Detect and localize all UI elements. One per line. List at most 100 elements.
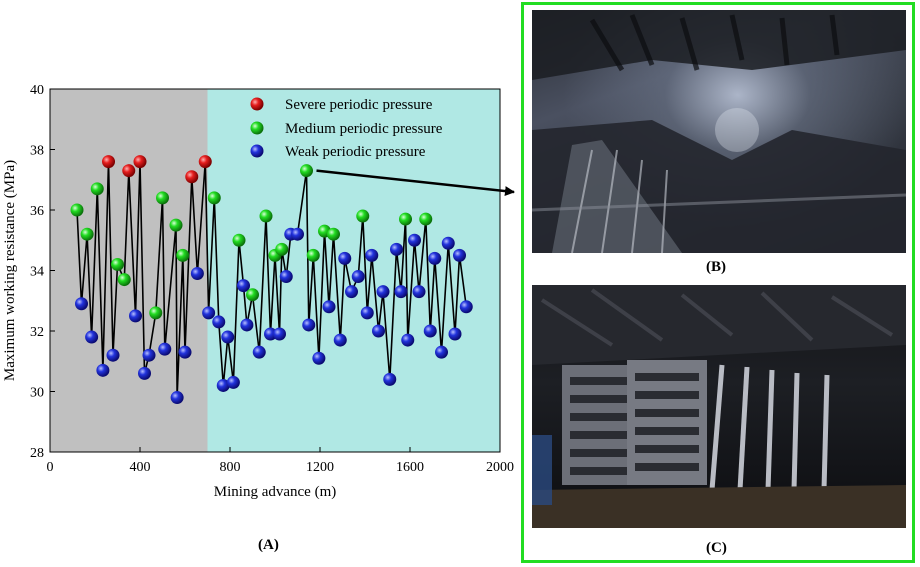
x-axis-label: Mining advance (m) (214, 484, 336, 500)
medium-point (111, 257, 124, 271)
weak-point (202, 306, 216, 320)
weak-point (138, 366, 151, 380)
medium-point (70, 203, 84, 217)
medium-point (207, 191, 221, 205)
weak-point (142, 348, 156, 362)
weak-point (129, 309, 142, 323)
weak-point (372, 324, 385, 338)
medium-point (399, 212, 412, 226)
y-tick-label: 32 (30, 325, 44, 340)
weak-point (312, 351, 326, 365)
weak-point (96, 363, 110, 377)
medium-point (327, 227, 340, 241)
weak-point (338, 251, 352, 265)
photo-hydraulic-supports (532, 285, 906, 528)
weak-point (75, 297, 88, 311)
weak-point (428, 251, 442, 265)
weak-point (279, 270, 293, 284)
x-tick-label: 1600 (396, 460, 424, 475)
photo-panel-frame (521, 2, 915, 563)
weak-point (170, 391, 184, 405)
medium-point (259, 209, 273, 223)
weak-point (291, 227, 304, 241)
x-tick-label: 2000 (486, 460, 514, 475)
legend-medium-label: Medium periodic pressure (285, 121, 443, 137)
weak-point (158, 342, 172, 356)
medium-point (117, 273, 131, 287)
medium-point (90, 182, 104, 196)
weak-point (252, 345, 266, 359)
x-tick-label: 1200 (306, 460, 334, 475)
severe-point (198, 155, 212, 169)
weak-point (240, 318, 254, 332)
weak-point (423, 324, 437, 338)
weak-point (302, 318, 316, 332)
medium-point (246, 288, 259, 302)
severe-point (185, 170, 199, 184)
weak-point (351, 270, 365, 284)
severe-point (122, 164, 136, 178)
region-left (50, 89, 208, 452)
weak-point (360, 306, 374, 320)
weak-point (106, 348, 120, 362)
medium-point (306, 248, 320, 262)
callout-arrow (316, 169, 515, 197)
severe-point (133, 155, 147, 169)
weak-point (85, 330, 99, 344)
weak-point (212, 315, 226, 329)
medium-point (419, 212, 433, 226)
weak-point (226, 375, 240, 389)
weak-point (190, 267, 204, 281)
weak-point (216, 378, 230, 392)
weak-point (412, 285, 426, 299)
y-tick-label: 30 (30, 386, 44, 401)
y-tick-label: 34 (30, 265, 44, 280)
medium-point (80, 227, 94, 241)
x-tick-label: 800 (220, 460, 241, 475)
legend-severe-label: Severe periodic pressure (285, 97, 433, 113)
legend-weak-marker (250, 144, 264, 158)
medium-point (176, 248, 190, 262)
weak-point (401, 333, 415, 347)
y-tick-label: 40 (30, 83, 44, 98)
medium-point (232, 233, 246, 247)
weak-point (333, 333, 347, 347)
weak-point (459, 300, 473, 314)
weak-point (435, 345, 448, 359)
weak-point (383, 372, 397, 386)
y-tick-label: 28 (30, 446, 44, 461)
weak-point (394, 285, 408, 299)
weak-point (390, 242, 403, 256)
y-tick-label: 36 (30, 204, 44, 219)
severe-point (102, 155, 115, 169)
legend-medium-marker (250, 121, 264, 135)
panel-label-c: (C) (706, 540, 727, 556)
medium-point (300, 164, 313, 178)
y-axis-label: Maximum working resistance (MPa) (2, 160, 18, 381)
weak-point (448, 327, 462, 341)
weak-point (178, 345, 192, 359)
weak-point (237, 279, 250, 293)
medium-point (169, 218, 183, 232)
medium-point (156, 191, 169, 205)
legend-severe-marker (250, 97, 264, 111)
weak-point (264, 327, 277, 341)
photo-longwall-face (532, 10, 906, 253)
weak-point (221, 330, 235, 344)
weak-point (408, 233, 421, 247)
weak-point (365, 248, 379, 262)
medium-point (356, 209, 370, 223)
panel-label-b: (B) (706, 259, 726, 275)
weak-point (345, 285, 358, 299)
weak-point (441, 236, 455, 250)
weak-point (322, 300, 336, 314)
x-tick-label: 0 (47, 460, 54, 475)
medium-point (275, 242, 289, 256)
weak-point (453, 248, 466, 262)
weak-point (273, 327, 286, 341)
panel-label-a: (A) (258, 537, 279, 553)
weak-point (376, 285, 390, 299)
legend-weak-label: Weak periodic pressure (285, 144, 426, 160)
y-tick-label: 38 (30, 144, 44, 159)
